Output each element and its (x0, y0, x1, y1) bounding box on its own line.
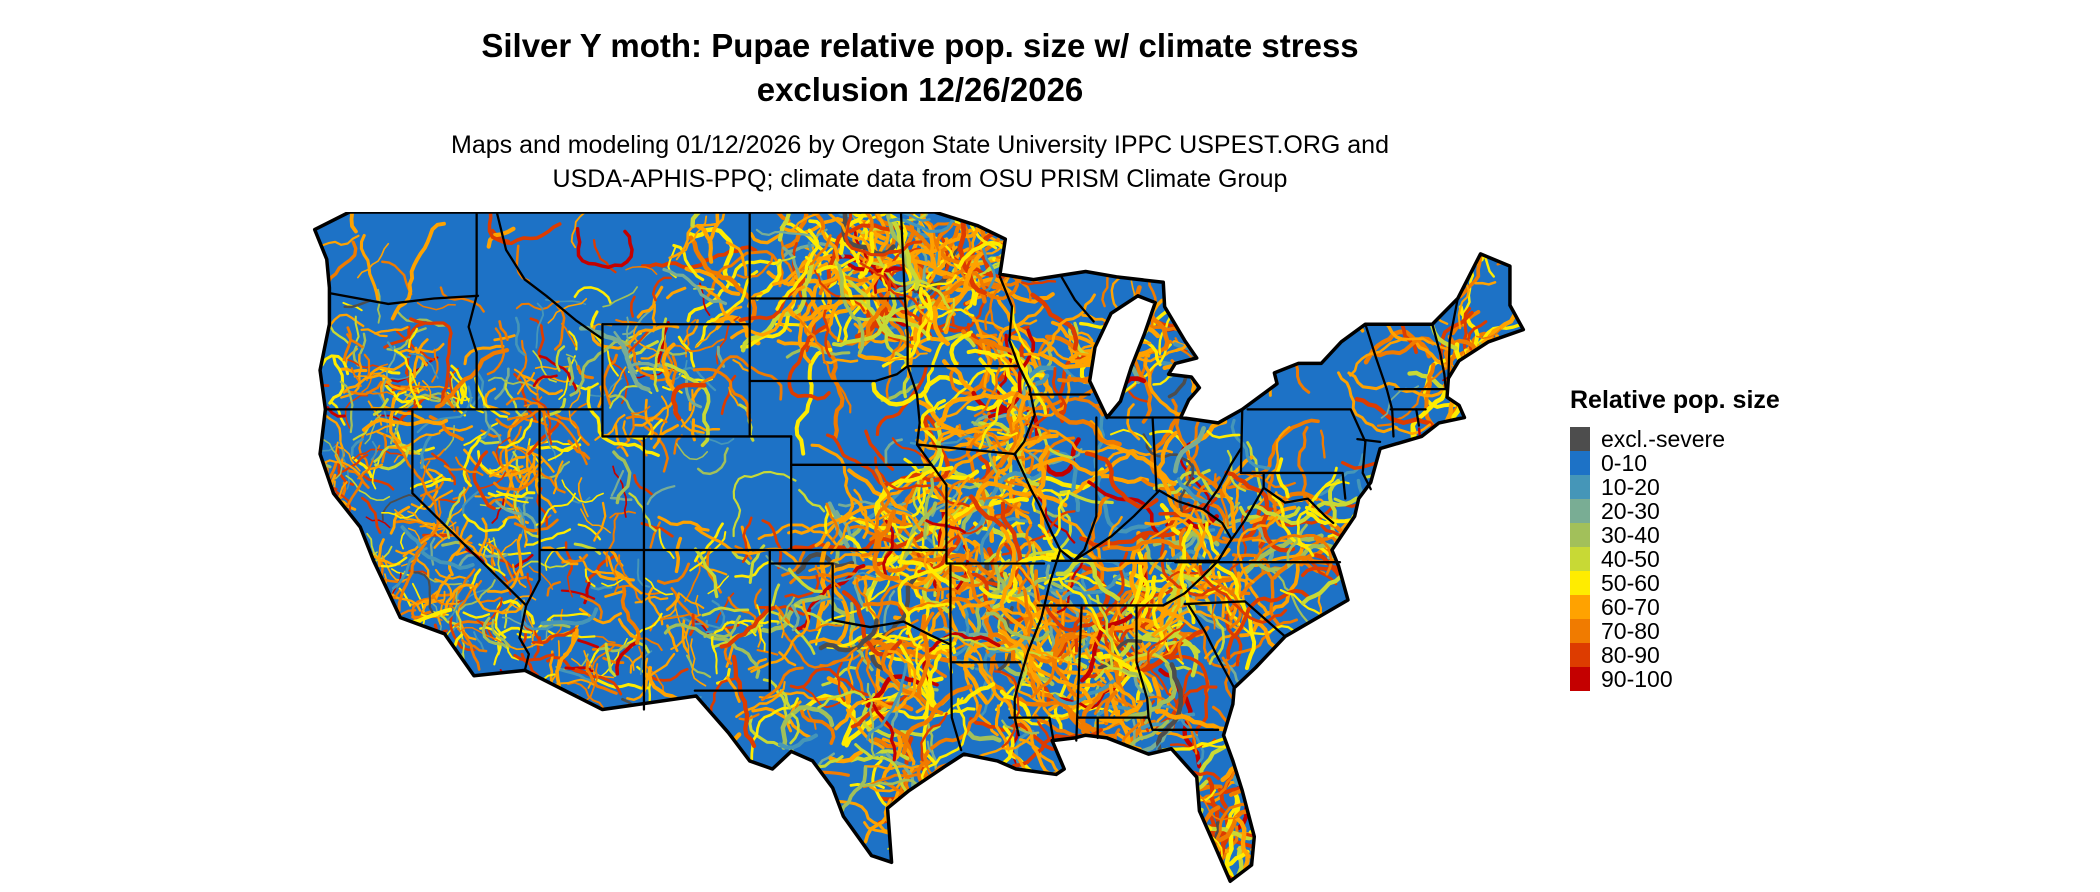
legend-swatch (1570, 451, 1590, 475)
legend-label: 10-20 (1601, 473, 1660, 500)
page-title-line2: exclusion 12/26/2026 (756, 71, 1084, 108)
legend-label: 30-40 (1601, 521, 1660, 548)
legend-label: 20-30 (1601, 497, 1660, 524)
legend-swatch (1570, 595, 1590, 619)
legend-item: 20-30 (1570, 497, 1780, 524)
legend-swatch (1570, 571, 1590, 595)
legend-items: excl.-severe 0-10 10-20 20-30 30-40 40-5… (1570, 425, 1780, 692)
map-subtitle-line1: Maps and modeling 01/12/2026 by Oregon S… (451, 131, 1389, 159)
legend-label: excl.-severe (1601, 425, 1725, 452)
legend-label: 70-80 (1601, 617, 1660, 644)
legend-label: 40-50 (1601, 545, 1660, 572)
legend-item: 60-70 (1570, 593, 1780, 620)
legend-item: 50-60 (1570, 569, 1780, 596)
legend-swatch (1570, 667, 1590, 691)
legend-item: 90-100 (1570, 665, 1780, 692)
legend-item: 70-80 (1570, 617, 1780, 644)
us-map-canvas (312, 212, 1526, 883)
legend-item: 10-20 (1570, 473, 1780, 500)
legend-swatch (1570, 523, 1590, 547)
map-header: Silver Y moth: Pupae relative pop. size … (0, 24, 1840, 196)
us-map (308, 212, 1526, 888)
legend-item: 0-10 (1570, 449, 1780, 476)
legend-label: 60-70 (1601, 593, 1660, 620)
legend-swatch (1570, 475, 1590, 499)
legend-swatch (1570, 643, 1590, 667)
legend-item: 80-90 (1570, 641, 1780, 668)
legend-item: 40-50 (1570, 545, 1780, 572)
legend-label: 50-60 (1601, 569, 1660, 596)
legend-swatch (1570, 619, 1590, 643)
legend-swatch (1570, 499, 1590, 523)
legend-label: 0-10 (1601, 449, 1648, 476)
legend-label: 80-90 (1601, 641, 1660, 668)
legend-swatch (1570, 427, 1590, 451)
map-subtitle: Maps and modeling 01/12/2026 by Oregon S… (0, 128, 1840, 196)
map-subtitle-line2: USDA-APHIS-PPQ; climate data from OSU PR… (552, 165, 1288, 193)
legend-title: Relative pop. size (1570, 386, 1780, 414)
legend-item: excl.-severe (1570, 425, 1780, 452)
legend-label: 90-100 (1601, 665, 1673, 692)
legend-item: 30-40 (1570, 521, 1780, 548)
legend-swatch (1570, 547, 1590, 571)
page-title-line1: Silver Y moth: Pupae relative pop. size … (481, 27, 1359, 64)
legend: Relative pop. size excl.-severe 0-10 10-… (1570, 386, 1780, 692)
